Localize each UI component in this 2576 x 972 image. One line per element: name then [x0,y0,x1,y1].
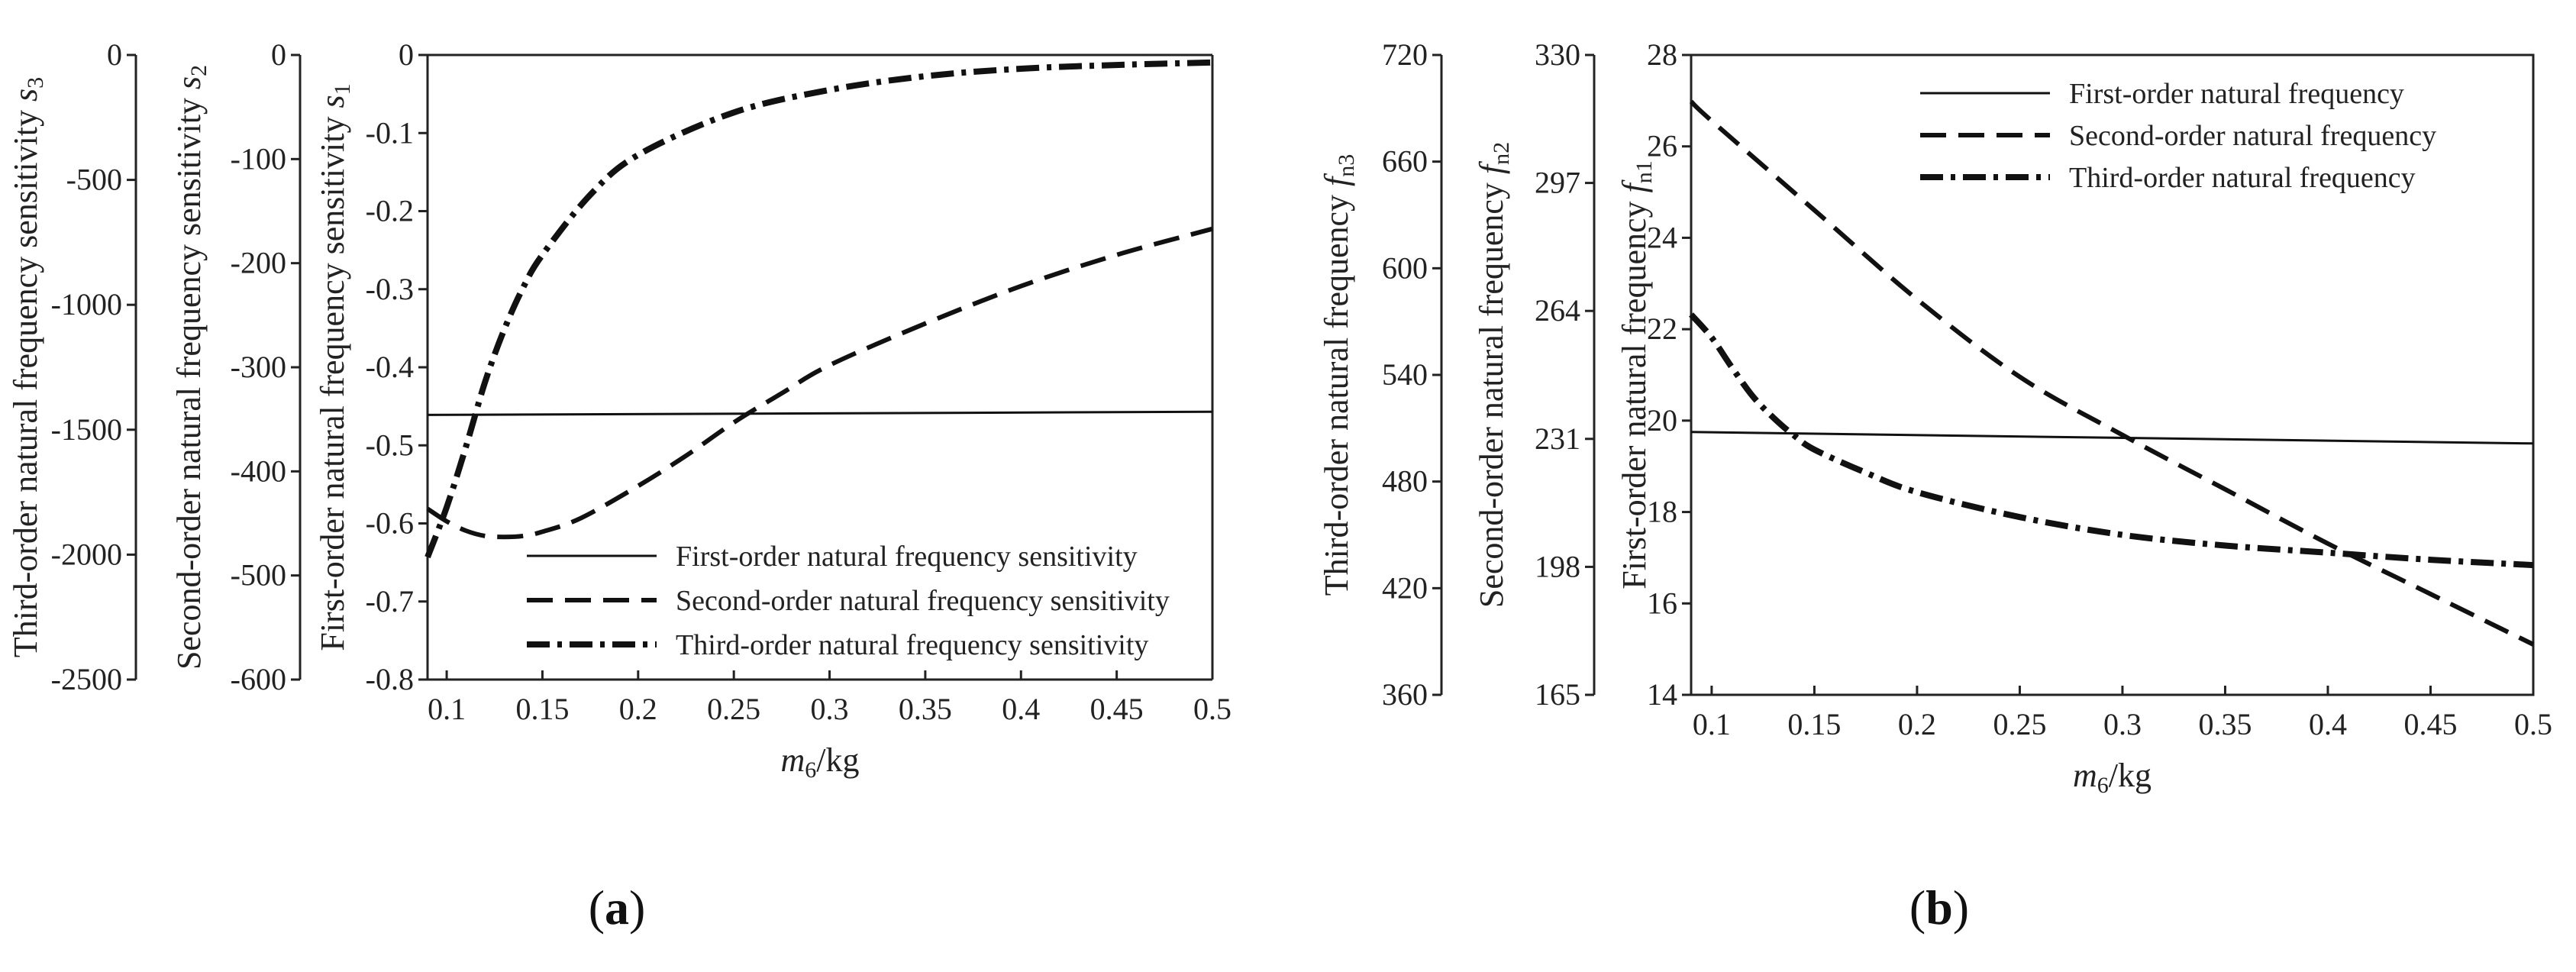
y-tick-label: 16 [1647,586,1677,620]
y-axis-title-1: Third-order natural frequency fn3 [1318,154,1359,596]
y-tick-label: 22 [1647,312,1677,346]
y-axis-title-3: First-order natural frequency fn1 [1616,160,1657,589]
y-tick-label: -0.3 [366,272,414,306]
chart-a: 0.1 0.15 0.2 0.25 0.3 0.35 0.4 0.45 0.5 m6/kg 0 -50… [7,37,1232,783]
x-tick-label: 0.1 [1693,707,1731,741]
y-tick-label: -2000 [51,537,122,571]
x-tick-label: 0.15 [515,692,569,726]
y-tick-label: 24 [1647,220,1677,254]
series-line-dashdot [1689,312,2534,569]
x-tick-label: 0.15 [1787,707,1841,741]
y-tick-label: 297 [1535,166,1580,200]
y-tick-label: -200 [231,246,286,280]
legend-label: First-order natural frequency sensitivit… [676,541,1138,573]
y-tick-label: 600 [1382,250,1428,285]
y-tick-label: 540 [1382,357,1428,392]
panel-label-a: (a) [589,880,646,935]
legend-label: First-order natural frequency [2069,78,2404,110]
y-tick-label: -2500 [51,662,122,696]
y-tick-label: -500 [231,558,286,593]
y-tick-label: 20 [1647,403,1677,438]
series-line-solid [427,410,1213,416]
x-tick-label: 0.3 [2103,707,2142,741]
y-tick-label: 198 [1535,549,1580,583]
y-tick-label: -1500 [51,412,122,447]
x-tick-label: 0.2 [619,692,657,726]
y-tick-label: -0.8 [366,662,414,696]
legend-label: Second-order natural frequency [2069,120,2436,152]
y-axis-title-3: First-order natural frequency sensitivit… [314,83,355,651]
y-tick-label: -500 [66,163,122,197]
y-tick-label: 0 [271,37,286,72]
y-tick-label: -0.7 [366,584,414,618]
chart-b: 0.1 0.15 0.2 0.25 0.3 0.35 0.4 0.45 0.5 m6/kg 720 6… [1318,37,2552,798]
y-tick-label: -600 [231,662,286,696]
y-tick-label: -0.1 [366,115,414,150]
x-axis-title: m6/kg [780,741,859,783]
x-tick-label: 0.1 [428,692,466,726]
x-tick-label: 0.4 [2309,707,2347,741]
series-line-solid [1690,431,2534,445]
panel-label-b: (b) [1909,880,1969,935]
y-tick-label: 18 [1647,495,1677,529]
y-tick-label: 480 [1382,464,1428,499]
y-tick-label: -400 [231,454,286,488]
y-tick-label: 330 [1535,37,1580,72]
legend-label: Third-order natural frequency [2069,162,2416,194]
y-tick-label: 420 [1382,570,1428,605]
y-tick-label: -300 [231,350,286,384]
x-tick-label: 0.45 [1090,692,1144,726]
y-tick-label: 26 [1647,129,1677,163]
y-tick-label: -0.4 [366,350,414,384]
legend-label: Second-order natural frequency sensitivi… [676,585,1170,617]
y-tick-label: -0.6 [366,506,414,541]
series-line-dashdot [424,59,1213,559]
y-tick-label: 165 [1535,677,1580,712]
x-tick-label: 0.45 [2403,707,2457,741]
y-tick-label: -0.2 [366,194,414,228]
y-tick-label: -1000 [51,287,122,321]
x-tick-label: 0.4 [1002,692,1040,726]
y-tick-label: 720 [1382,37,1428,72]
y-tick-label: 28 [1647,37,1677,72]
y-axis-title-2: Second-order natural frequency sensitivi… [170,65,211,670]
x-tick-label: 0.25 [1993,707,2046,741]
legend-label: Third-order natural frequency sensitivit… [676,629,1148,661]
series-line-dashed [426,226,1213,540]
x-tick-label: 0.35 [899,692,952,726]
y-tick-label: -0.5 [366,428,414,462]
x-tick-label: 0.35 [2198,707,2252,741]
y-tick-label: 360 [1382,677,1428,712]
x-tick-label: 0.5 [2514,707,2552,741]
x-tick-label: 0.5 [1193,692,1232,726]
y-tick-label: 264 [1535,293,1580,328]
x-axis-title: m6/kg [2073,757,2152,798]
x-tick-label: 0.2 [1898,707,1936,741]
x-tick-label: 0.3 [811,692,849,726]
y-tick-label: 0 [107,37,122,72]
y-tick-label: 231 [1535,421,1580,456]
y-tick-label: 0 [399,37,414,72]
y-tick-label: 660 [1382,144,1428,179]
y-axis-title-1: Third-order natural frequency sensitivit… [7,77,48,657]
y-tick-label: -100 [231,141,286,176]
y-axis-title-2: Second-order natural frequency fn2 [1473,142,1514,608]
x-tick-label: 0.25 [707,692,760,726]
series-line-dashed [1689,99,2535,647]
y-tick-label: 14 [1647,677,1677,712]
